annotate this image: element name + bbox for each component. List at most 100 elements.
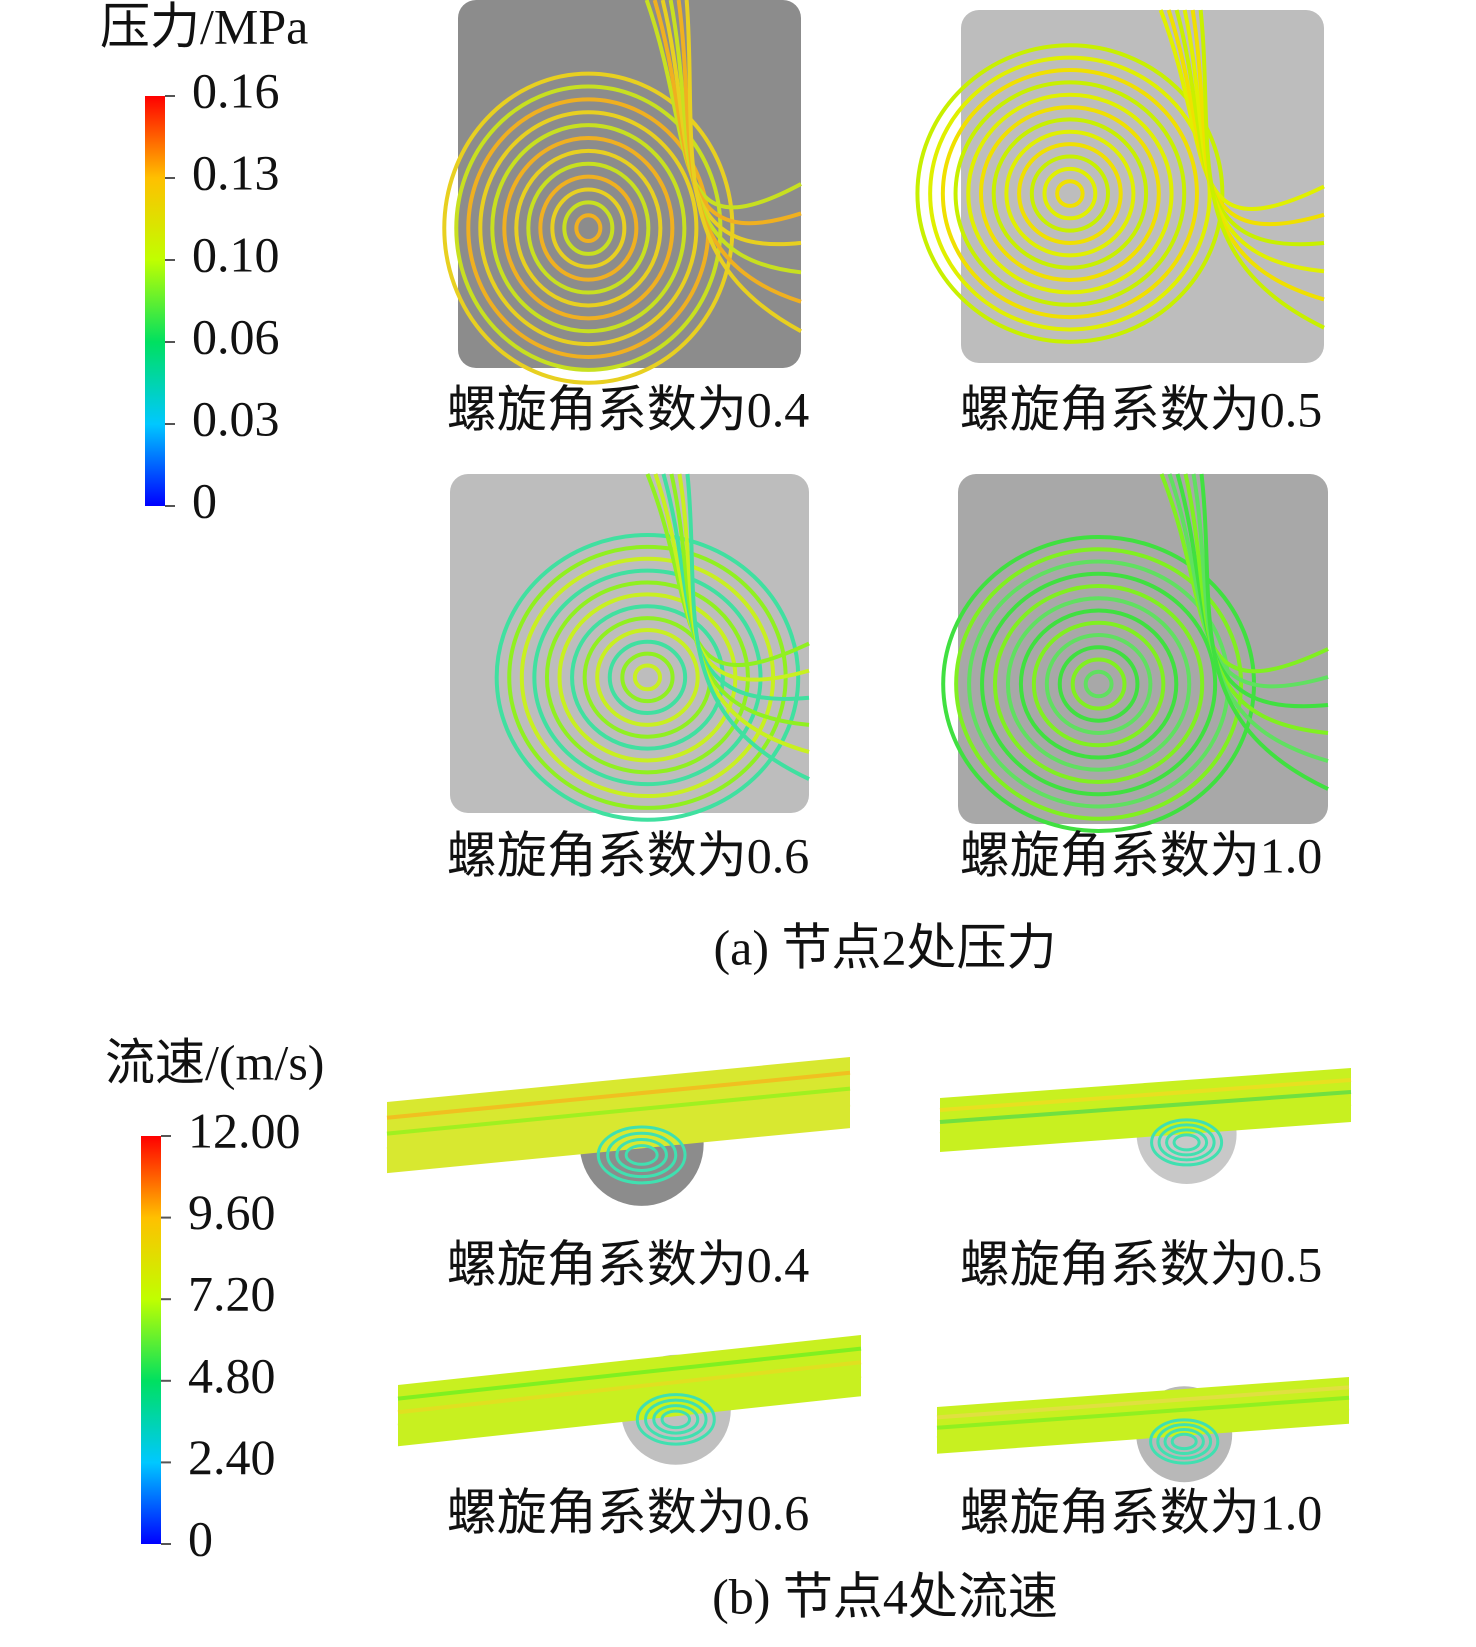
streamline — [606, 1131, 678, 1179]
streamline — [991, 117, 1149, 270]
streamline — [953, 80, 1187, 307]
panel-caption: (a) 节点2处压力 — [714, 919, 1057, 975]
streamline — [1198, 9, 1325, 330]
streamline — [1157, 1123, 1216, 1162]
streamline — [397, 1360, 862, 1415]
streamline — [532, 568, 763, 787]
streamline — [954, 547, 1244, 821]
streamline — [526, 161, 651, 295]
streamline — [1172, 1133, 1201, 1152]
streamline — [514, 148, 663, 308]
streamline — [538, 174, 639, 282]
streamline — [386, 1102, 851, 1152]
colorbar-label: 9.60 — [188, 1184, 276, 1240]
content: 压力/MPa 0.16 0.13 0.10 0.06 0.03 0 螺旋角系数为0.4 螺旋角系… — [100, 0, 1352, 1624]
streamline — [1170, 1432, 1198, 1451]
streamline — [635, 1393, 716, 1446]
streamline — [620, 651, 675, 704]
streamline — [915, 43, 1225, 344]
streamline — [1005, 596, 1192, 772]
streamline-plot — [450, 473, 810, 822]
streamline-plot — [442, 0, 802, 385]
streamline — [1057, 645, 1140, 723]
streamline — [1199, 473, 1329, 791]
subplot-caption: 螺旋角系数为0.5 — [960, 1236, 1323, 1292]
colorbar-label: 0.03 — [192, 390, 280, 446]
colorbar-label: 4.80 — [188, 1347, 276, 1403]
streamline — [939, 1078, 1352, 1112]
streamline — [1017, 142, 1123, 245]
streamline — [595, 627, 700, 727]
streamline-plot — [941, 473, 1329, 833]
streamline — [652, 1404, 700, 1435]
subplot-caption: 螺旋角系数为0.6 — [447, 1484, 810, 1540]
streamline — [494, 533, 801, 822]
streamline — [1163, 1427, 1205, 1455]
streamline — [1004, 129, 1136, 258]
streamline — [980, 571, 1218, 797]
subplot-caption: 螺旋角系数为0.6 — [447, 827, 810, 883]
streamline — [1149, 1418, 1220, 1465]
streamline — [993, 584, 1205, 784]
streamline-plot — [386, 1057, 851, 1206]
colorbar-label: 0.10 — [192, 226, 280, 282]
streamline — [1031, 620, 1166, 748]
streamline — [570, 604, 725, 751]
streamline — [1156, 1423, 1213, 1460]
streamline-plot — [936, 1377, 1350, 1483]
streamline-plot — [939, 1068, 1352, 1184]
colorbar-label: 2.40 — [188, 1429, 276, 1485]
streamline — [940, 68, 1199, 320]
streamline — [562, 200, 615, 256]
streamline — [928, 55, 1212, 332]
streamline — [978, 105, 1161, 283]
legend-title: 压力/MPa — [100, 0, 308, 54]
streamline — [502, 136, 675, 321]
streamline — [544, 580, 750, 775]
streamline — [685, 473, 810, 781]
streamline — [478, 110, 699, 347]
streamline — [550, 187, 627, 269]
streamline — [574, 213, 603, 244]
streamline — [624, 1144, 659, 1166]
streamline — [660, 1409, 692, 1430]
streamline — [966, 92, 1174, 295]
subplot-caption: 螺旋角系数为0.5 — [960, 381, 1323, 437]
streamline — [936, 1406, 1350, 1441]
streamline — [397, 1346, 862, 1401]
panel-caption: (b) 节点4处流速 — [712, 1568, 1058, 1624]
streamline — [939, 1090, 1352, 1124]
streamline — [1018, 608, 1179, 760]
streamline — [1042, 166, 1098, 221]
subplot-caption: 螺旋角系数为1.0 — [960, 827, 1323, 883]
streamline — [1055, 179, 1085, 208]
streamline — [632, 663, 663, 692]
streamline — [386, 1086, 851, 1136]
streamline-plot — [397, 1335, 862, 1465]
legend-title: 流速/(m/s) — [105, 1034, 324, 1090]
colorbar — [141, 1136, 161, 1544]
streamline — [615, 1137, 668, 1172]
colorbar-label: 7.20 — [188, 1266, 276, 1322]
streamline — [442, 71, 735, 385]
streamline — [936, 1395, 1350, 1430]
colorbar-label: 0 — [188, 1510, 213, 1566]
colorbar-label: 0.16 — [192, 62, 280, 118]
colorbar-label: 0.13 — [192, 144, 280, 200]
streamline — [1150, 1118, 1224, 1167]
streamline — [596, 1125, 687, 1185]
streamline — [1083, 669, 1114, 699]
streamline-plot — [915, 9, 1325, 363]
streamline — [1044, 633, 1153, 735]
streamline — [1165, 1128, 1209, 1157]
streamline — [939, 1102, 1352, 1136]
streamline — [1029, 154, 1111, 233]
plot-background — [958, 474, 1328, 824]
subplot-caption: 螺旋角系数为0.4 — [447, 381, 810, 437]
streamline — [490, 123, 687, 334]
streamline — [936, 1385, 1350, 1420]
streamline — [644, 1398, 708, 1441]
colorbar — [145, 96, 165, 506]
colorbar-label: 12.00 — [188, 1102, 301, 1158]
